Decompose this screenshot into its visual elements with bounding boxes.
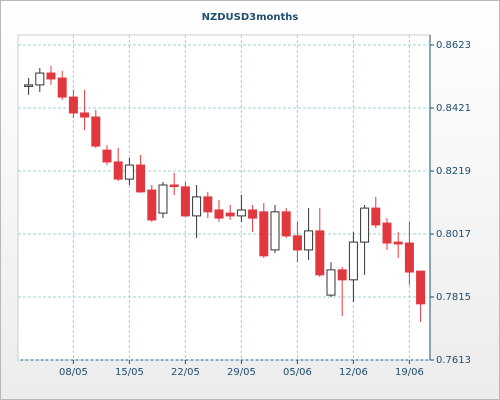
candle-body [259,211,269,257]
candle-body [404,242,414,273]
plot-area [17,34,431,361]
y-tick-label: 0.7815 [436,292,471,303]
candle-body [416,270,426,305]
x-tick-label: 22/05 [171,367,200,378]
candle-body [192,196,202,217]
x-tick-label: 15/05 [115,367,144,378]
candle-body [270,211,280,251]
candle-body [382,222,392,244]
candle-body [304,230,314,251]
candle-body [113,161,123,180]
candle-body [281,211,291,237]
candle-body [225,212,235,217]
candle-body [124,164,134,180]
x-tick-label: 29/05 [227,367,256,378]
candle-body [68,96,78,114]
candle-body [360,207,370,243]
y-tick-label: 0.8623 [436,40,471,51]
candle-body [326,269,336,296]
candle-body [371,207,381,226]
candle-body [248,209,258,219]
candle-body [236,209,246,217]
y-tick-label: 0.8421 [436,103,471,114]
x-tick-label: 12/06 [339,367,368,378]
candle-body [35,72,45,86]
candle-body [147,189,157,221]
candle-body [180,186,190,217]
candle-body [80,112,90,118]
candle-body [57,77,67,98]
y-tick-label: 0.8219 [436,166,471,177]
candle-body [91,116,101,147]
chart-title: NZDUSD3months [202,12,299,23]
candle-body [315,230,325,276]
candle-body [169,184,179,188]
candle-body [393,241,403,245]
x-tick-label: 19/06 [395,367,424,378]
candle-body [24,84,34,87]
y-tick-label: 0.7613 [436,355,471,366]
candle-body [348,241,358,281]
candle-body [158,184,168,214]
candle-body [214,209,224,219]
candle-body [292,235,302,251]
x-tick-label: 05/06 [283,367,312,378]
candle-body [337,269,347,281]
x-tick-label: 08/05 [59,367,88,378]
candle-body [203,196,213,213]
candle-body [102,149,112,163]
y-tick-label: 0.8017 [436,229,471,240]
candle-body [136,164,146,193]
candle-body [46,72,56,80]
